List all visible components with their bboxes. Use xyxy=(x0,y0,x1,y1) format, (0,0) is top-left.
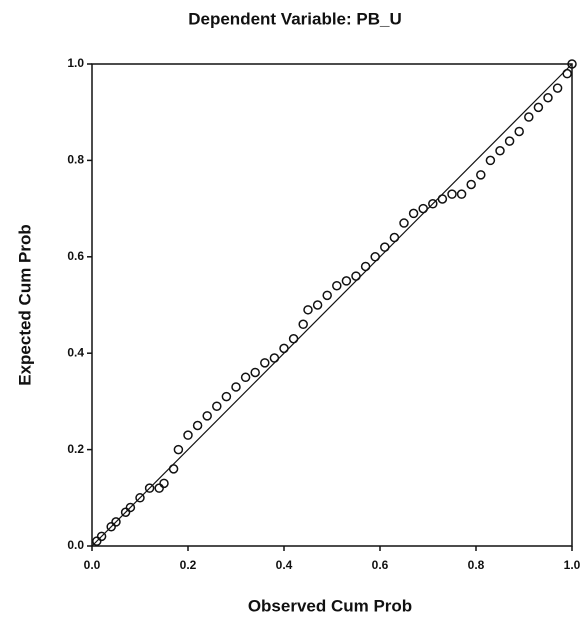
point xyxy=(322,290,332,301)
point xyxy=(567,59,577,69)
point xyxy=(533,102,544,113)
point xyxy=(240,372,251,383)
point xyxy=(250,367,260,378)
plot-frame xyxy=(91,63,573,547)
y-tick-label: 0.2 xyxy=(67,442,84,456)
point xyxy=(106,521,116,532)
point xyxy=(269,353,280,363)
point xyxy=(168,464,179,474)
point xyxy=(332,280,342,291)
point xyxy=(380,242,390,252)
point xyxy=(351,271,361,281)
point xyxy=(111,517,121,527)
x-tick-label: 1.0 xyxy=(564,558,581,572)
x-tick-label: 0.2 xyxy=(180,558,197,572)
point xyxy=(524,112,534,122)
point xyxy=(476,170,486,180)
y-tick-label: 1.0 xyxy=(67,56,84,70)
point xyxy=(360,261,371,272)
point xyxy=(399,218,409,228)
reference-line xyxy=(91,63,573,547)
point xyxy=(298,319,308,330)
point xyxy=(514,126,524,137)
chart-title: Dependent Variable: PB_U xyxy=(188,9,402,28)
point xyxy=(466,179,476,190)
point xyxy=(212,401,222,411)
y-tick-label: 0.4 xyxy=(67,345,84,359)
point xyxy=(96,531,107,542)
y-axis-label: Expected Cum Prob xyxy=(15,224,34,386)
x-axis-label: Observed Cum Prob xyxy=(248,596,412,615)
point xyxy=(437,194,448,204)
point xyxy=(125,502,136,513)
point xyxy=(428,199,438,209)
y-tick-label: 0.6 xyxy=(67,249,84,263)
point xyxy=(92,536,102,546)
point xyxy=(202,411,212,421)
point xyxy=(552,83,563,93)
point xyxy=(408,208,419,219)
point xyxy=(485,155,496,166)
point xyxy=(154,483,164,493)
point xyxy=(173,444,184,455)
y-tick-label: 0.8 xyxy=(67,153,84,167)
point xyxy=(447,189,457,199)
point xyxy=(221,391,232,402)
point xyxy=(135,493,145,503)
x-tick-label: 0.8 xyxy=(468,558,485,572)
x-tick-label: 0.0 xyxy=(84,558,101,572)
point xyxy=(418,203,428,214)
point xyxy=(312,300,323,310)
point xyxy=(562,68,572,79)
y-tick-label: 0.0 xyxy=(67,538,84,552)
point xyxy=(495,146,505,156)
point xyxy=(260,358,270,368)
point xyxy=(120,507,131,518)
point xyxy=(159,478,169,489)
point xyxy=(183,430,193,440)
point xyxy=(144,483,155,493)
point xyxy=(279,343,289,354)
x-tick-label: 0.4 xyxy=(276,558,293,572)
point xyxy=(288,333,299,344)
point xyxy=(231,382,241,392)
point xyxy=(192,420,203,431)
point xyxy=(303,305,313,315)
x-tick-label: 0.6 xyxy=(372,558,389,572)
point xyxy=(341,276,352,286)
point xyxy=(370,252,380,262)
point xyxy=(543,92,553,103)
point xyxy=(389,232,400,243)
point xyxy=(456,189,467,199)
point xyxy=(504,136,515,146)
